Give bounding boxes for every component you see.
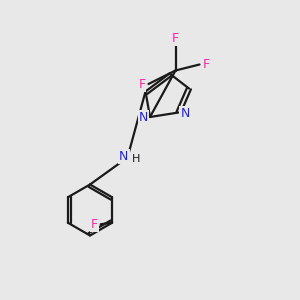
Text: H: H xyxy=(132,154,141,164)
Text: N: N xyxy=(119,150,129,164)
Text: F: F xyxy=(138,77,146,91)
Text: F: F xyxy=(172,32,179,45)
Text: N: N xyxy=(180,106,190,120)
Text: N: N xyxy=(139,111,148,124)
Text: F: F xyxy=(91,218,98,231)
Text: F: F xyxy=(202,58,210,71)
